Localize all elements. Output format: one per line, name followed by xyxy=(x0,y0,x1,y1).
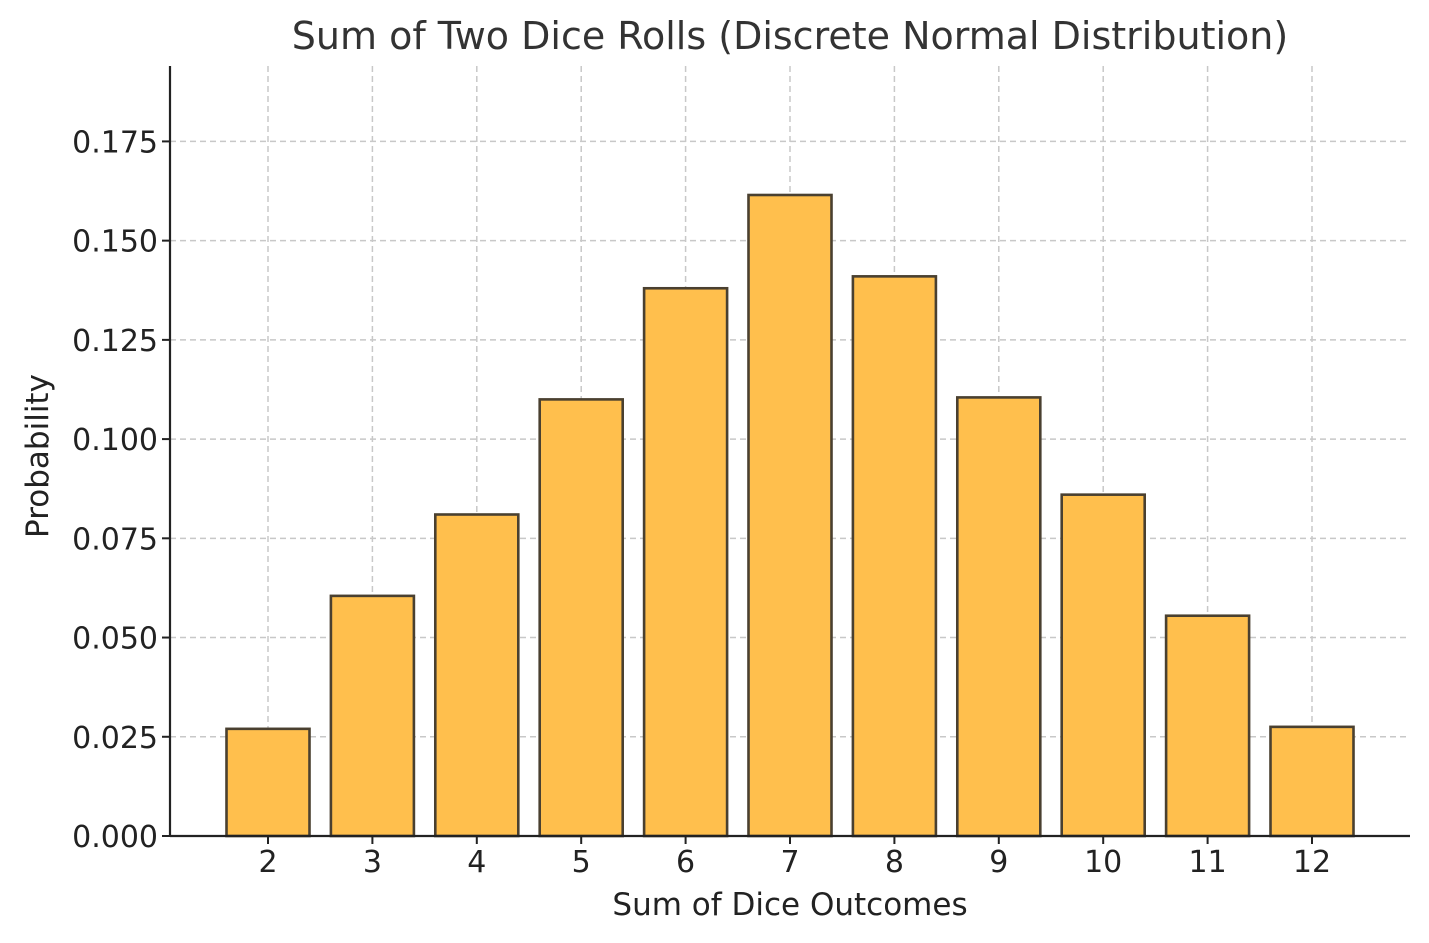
x-axis-label: Sum of Dice Outcomes xyxy=(612,887,967,923)
y-tick-label: 0.025 xyxy=(72,721,158,756)
y-tick-label: 0.150 xyxy=(72,225,158,260)
bar-10 xyxy=(1060,493,1146,838)
x-tick-label: 5 xyxy=(572,845,591,880)
x-tick-label: 9 xyxy=(989,845,1008,880)
bar-5 xyxy=(538,398,625,838)
bar-11 xyxy=(1164,614,1251,838)
x-tick-label: 8 xyxy=(885,845,904,880)
x-tick-label: 11 xyxy=(1189,845,1227,880)
chart-title: Sum of Two Dice Rolls (Discrete Normal D… xyxy=(292,14,1288,58)
bar-3 xyxy=(329,594,416,838)
x-tick-label: 3 xyxy=(363,845,382,880)
bar-9 xyxy=(955,396,1042,838)
y-tick-label: 0.175 xyxy=(72,125,158,160)
y-tick-label: 0.100 xyxy=(72,423,158,458)
bar-6 xyxy=(642,286,729,838)
x-tick-label: 12 xyxy=(1293,845,1331,880)
bar-2 xyxy=(225,727,311,838)
tick-labels: 0.000 0.025 0.050 0.075 0.100 0.125 0.150 0.175… xyxy=(72,125,1331,880)
bar-12 xyxy=(1269,725,1355,838)
x-tick-label: 7 xyxy=(780,845,799,880)
y-axis-label: Probability xyxy=(20,374,56,538)
x-tick-label: 2 xyxy=(258,845,277,880)
x-tick-label: 4 xyxy=(467,845,486,880)
x-tick-label: 6 xyxy=(676,845,695,880)
bar-8 xyxy=(851,275,938,838)
y-tick-label: 0.000 xyxy=(72,820,158,855)
bars xyxy=(225,193,1355,838)
bar-4 xyxy=(433,513,520,838)
bar-7 xyxy=(747,193,833,838)
y-tick-label: 0.125 xyxy=(72,324,158,359)
y-tick-label: 0.050 xyxy=(72,622,158,657)
y-tick-label: 0.075 xyxy=(72,522,158,557)
x-tick-label: 10 xyxy=(1084,845,1122,880)
